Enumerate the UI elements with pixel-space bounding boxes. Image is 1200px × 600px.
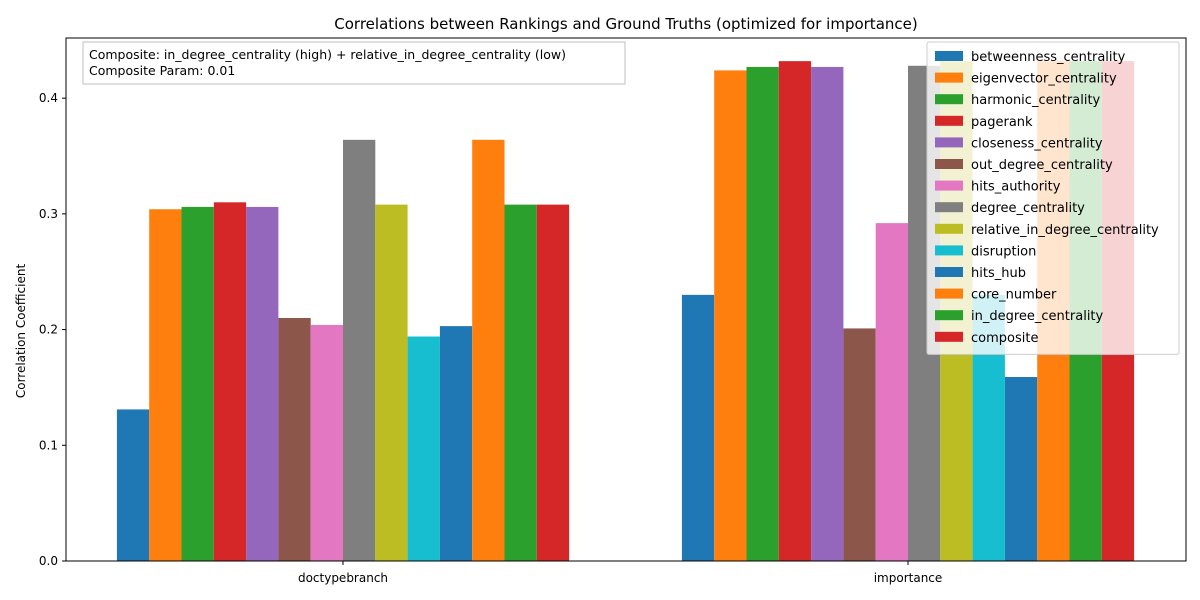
bar-in_degree_centrality-doctypebranch bbox=[504, 204, 537, 561]
bar-degree_centrality-doctypebranch bbox=[343, 139, 376, 561]
bar-pagerank-importance bbox=[778, 61, 812, 561]
legend-frame bbox=[926, 41, 1180, 355]
plot-frame bbox=[65, 37, 1187, 562]
x-tick-label: importance bbox=[874, 571, 943, 585]
legend-label-eigenvector_centrality: eigenvector_centrality bbox=[971, 72, 1117, 87]
bar-composite-doctypebranch bbox=[536, 204, 570, 561]
bar-closeness_centrality-importance bbox=[811, 66, 844, 562]
legend-label-hits_authority: hits_authority bbox=[971, 180, 1061, 195]
legend-swatch-core_number bbox=[935, 288, 963, 299]
legend-swatch-eigenvector_centrality bbox=[935, 72, 963, 83]
legend-swatch-composite bbox=[935, 331, 963, 342]
y-axis-label: Correlation Coefficient bbox=[14, 264, 28, 399]
bar-out_degree_centrality-doctypebranch bbox=[278, 318, 311, 561]
chart-title: Correlations between Rankings and Ground… bbox=[334, 15, 917, 33]
legend-label-out_degree_centrality: out_degree_centrality bbox=[971, 158, 1113, 173]
y-tick-label: 0.0 bbox=[39, 554, 58, 568]
legend-label-hits_hub: hits_hub bbox=[971, 266, 1026, 281]
bar-harmonic_centrality-doctypebranch bbox=[181, 206, 214, 561]
bar-pagerank-doctypebranch bbox=[213, 202, 247, 561]
legend-swatch-hits_authority bbox=[935, 180, 963, 191]
legend-swatch-disruption bbox=[935, 245, 963, 256]
bar-betweenness_centrality-importance bbox=[681, 294, 715, 561]
legend-label-composite: composite bbox=[971, 331, 1038, 346]
legend-swatch-betweenness_centrality bbox=[935, 51, 963, 61]
annotation-line-1: Composite: in_degree_centrality (high) +… bbox=[89, 47, 566, 62]
legend: betweenness_centrality eigenvector_centra… bbox=[926, 41, 1180, 355]
annotation-line-2: Composite Param: 0.01 bbox=[89, 63, 235, 78]
legend-label-core_number: core_number bbox=[971, 288, 1057, 303]
legend-swatch-degree_centrality bbox=[935, 202, 963, 213]
legend-label-betweenness_centrality: betweenness_centrality bbox=[971, 50, 1126, 65]
y-axis: 0.0 0.1 0.2 0.3 0.4 bbox=[39, 91, 66, 568]
legend-label-closeness_centrality: closeness_centrality bbox=[971, 136, 1103, 151]
legend-label-degree_centrality: degree_centrality bbox=[971, 201, 1085, 216]
y-tick-label: 0.4 bbox=[39, 91, 58, 105]
bar-harmonic_centrality-importance bbox=[746, 66, 779, 562]
legend-label-disruption: disruption bbox=[971, 244, 1036, 259]
bar-hits_hub-doctypebranch bbox=[439, 326, 473, 561]
y-tick-label: 0.1 bbox=[39, 438, 58, 452]
y-tick-label: 0.2 bbox=[39, 323, 58, 337]
legend-swatch-pagerank bbox=[935, 115, 963, 126]
legend-label-harmonic_centrality: harmonic_centrality bbox=[971, 93, 1101, 108]
annotation-box: Composite: in_degree_centrality (high) +… bbox=[82, 41, 626, 85]
bar-hits_authority-doctypebranch bbox=[310, 324, 343, 561]
legend-swatch-harmonic_centrality bbox=[935, 94, 963, 105]
bar-betweenness_centrality-doctypebranch bbox=[116, 409, 150, 561]
legend-swatch-in_degree_centrality bbox=[935, 310, 963, 321]
bar-eigenvector_centrality-importance bbox=[714, 70, 747, 562]
bar-hits_authority-importance bbox=[875, 223, 908, 561]
bar-eigenvector_centrality-doctypebranch bbox=[149, 209, 182, 561]
bar-core_number-doctypebranch bbox=[472, 139, 505, 561]
annotation-frame bbox=[82, 41, 626, 85]
bar-closeness_centrality-doctypebranch bbox=[246, 206, 279, 561]
bar-out_degree_centrality-importance bbox=[843, 328, 876, 561]
x-tick-label: doctypebranch bbox=[298, 571, 388, 585]
legend-swatch-relative_in_degree_centrality bbox=[935, 223, 963, 234]
legend-swatch-hits_hub bbox=[935, 267, 963, 277]
legend-swatch-out_degree_centrality bbox=[935, 159, 963, 169]
x-axis: doctypebranch importance bbox=[298, 561, 942, 585]
legend-label-pagerank: pagerank bbox=[971, 115, 1033, 130]
legend-swatch-closeness_centrality bbox=[935, 137, 963, 148]
legend-label-relative_in_degree_centrality: relative_in_degree_centrality bbox=[971, 223, 1159, 238]
bar-disruption-doctypebranch bbox=[407, 336, 440, 561]
y-tick-label: 0.3 bbox=[39, 207, 58, 221]
bar-hits_hub-importance bbox=[1004, 377, 1038, 561]
legend-label-in_degree_centrality: in_degree_centrality bbox=[971, 309, 1104, 324]
bar-relative_in_degree_centrality-doctypebranch bbox=[375, 204, 408, 561]
